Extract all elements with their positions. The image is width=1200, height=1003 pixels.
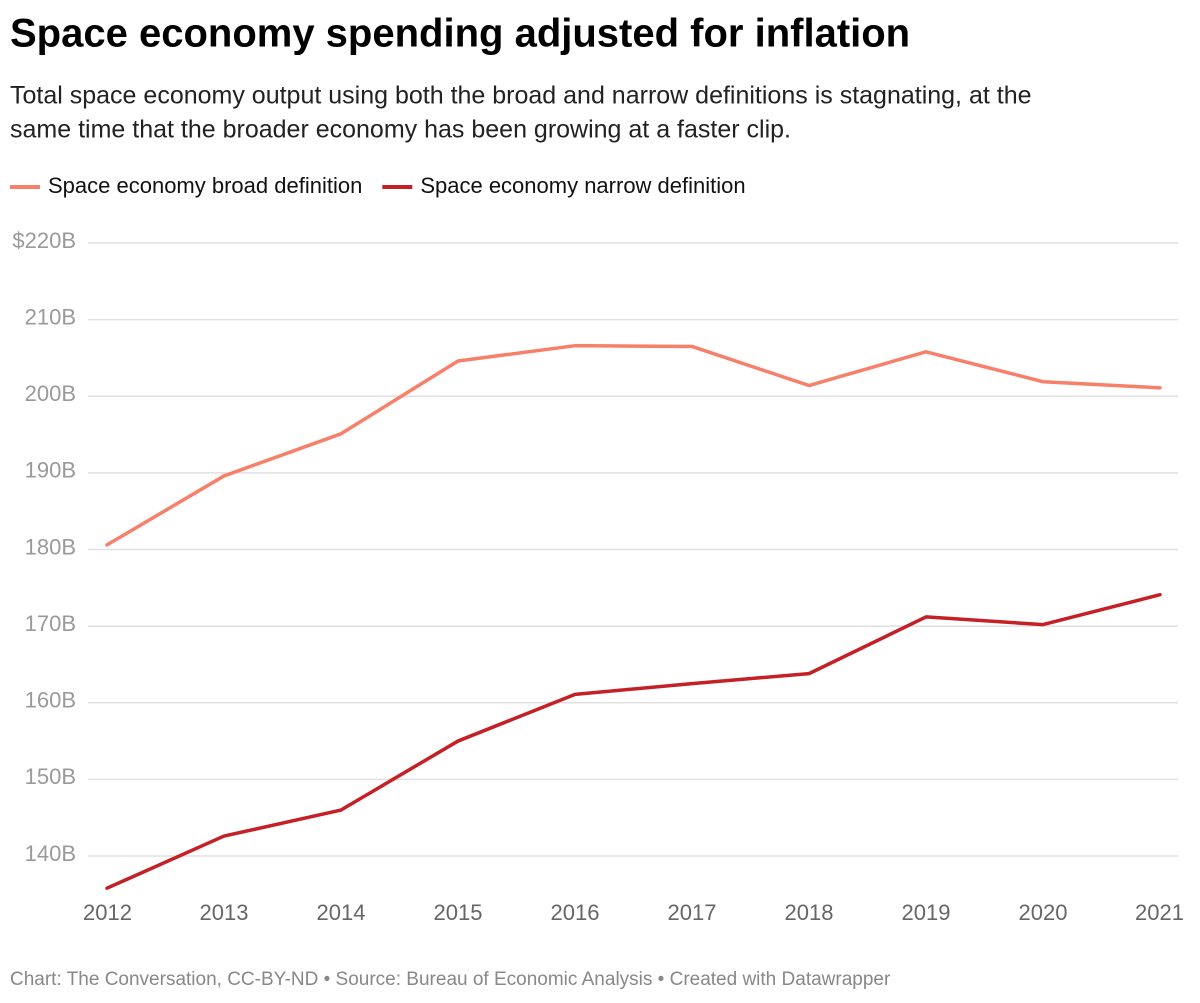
chart-subtitle: Total space economy output using both th… xyxy=(10,82,1032,110)
chart-title: Space economy spending adjusted for infl… xyxy=(10,12,910,56)
x-tick-label: 2016 xyxy=(551,900,600,925)
x-tick-label: 2012 xyxy=(83,900,132,925)
data-line xyxy=(105,343,1162,547)
y-tick-label: 200B xyxy=(25,381,76,406)
y-tick-label: 190B xyxy=(25,458,76,483)
x-tick-label: 2019 xyxy=(902,900,951,925)
legend-label: Space economy broad definition xyxy=(48,173,362,198)
x-tick-label: 2017 xyxy=(668,900,717,925)
x-tick-label: 2021 xyxy=(1135,900,1184,925)
x-tick-label: 2014 xyxy=(317,900,366,925)
y-tick-label: 160B xyxy=(25,688,76,713)
y-tick-label: 140B xyxy=(25,841,76,866)
y-tick-label: 170B xyxy=(25,611,76,636)
legend-label: Space economy narrow definition xyxy=(420,173,745,198)
y-tick-label: 150B xyxy=(25,764,76,789)
x-tick-label: 2020 xyxy=(1019,900,1068,925)
data-line xyxy=(105,592,1162,890)
chart-footer: Chart: The Conversation, CC-BY-ND • Sour… xyxy=(10,969,891,990)
y-tick-label: 210B xyxy=(25,304,76,329)
x-tick-label: 2013 xyxy=(200,900,249,925)
x-tick-label: 2018 xyxy=(785,900,834,925)
chart-subtitle: same time that the broader economy has b… xyxy=(10,116,791,144)
x-tick-label: 2015 xyxy=(434,900,483,925)
y-tick-label: $220B xyxy=(12,228,76,253)
y-tick-label: 180B xyxy=(25,534,76,559)
